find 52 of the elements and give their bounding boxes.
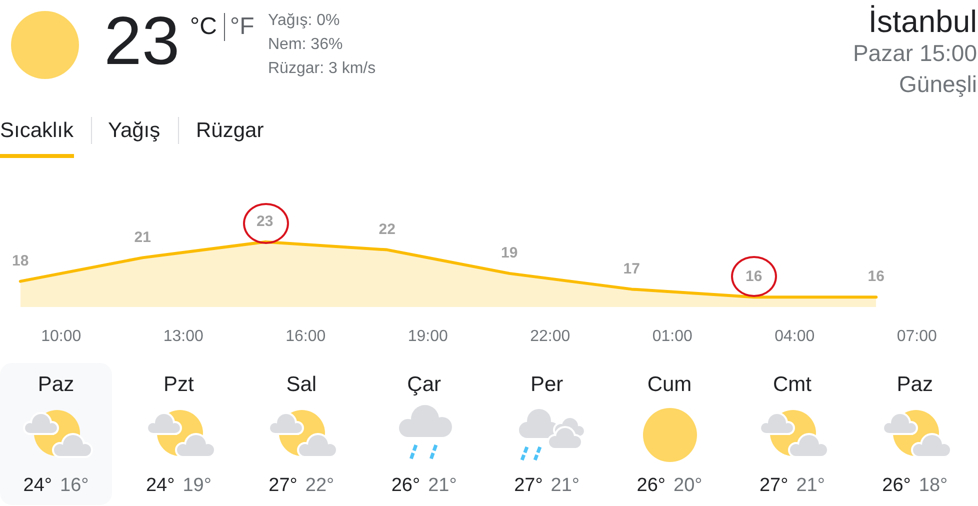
data-label: 22	[378, 220, 396, 238]
text: 27°	[759, 475, 788, 496]
text: Sıcaklık	[0, 119, 74, 142]
data-label: 16	[746, 268, 762, 286]
text: İstanbul	[868, 4, 977, 39]
text: Nem: 36%	[268, 36, 343, 53]
x-tick-label: 22:00	[530, 328, 570, 346]
annotation: Pzt	[164, 373, 194, 396]
text: 24°	[146, 475, 175, 496]
text: 27°	[268, 475, 298, 496]
text: 26°	[391, 475, 420, 496]
x-tick-label: 04:00	[774, 328, 815, 346]
text: Rüzgar: 3 km/s	[268, 60, 376, 77]
text: °F	[230, 13, 254, 40]
text: Güneşli	[899, 71, 977, 97]
annotation: Per	[530, 373, 564, 396]
text: 22°	[305, 475, 334, 496]
text: 26°	[882, 475, 911, 496]
text: 21°	[550, 475, 580, 496]
text: 21°	[796, 475, 825, 496]
x-tick-label: 07:00	[896, 328, 937, 346]
x-tick-label: 19:00	[408, 328, 448, 346]
annotation: Cum	[647, 373, 692, 396]
annotation: Paz	[38, 373, 74, 396]
text: °C	[190, 13, 217, 40]
x-tick-label: 16:00	[286, 328, 326, 346]
x-tick-label: 01:00	[652, 328, 692, 346]
data-label: 19	[501, 244, 518, 262]
data-label: 16	[868, 268, 884, 286]
text: 21°	[428, 475, 457, 496]
text: 20°	[674, 475, 702, 496]
text: 19°	[182, 475, 212, 496]
text: 26°	[636, 475, 666, 496]
text: Yağış	[108, 119, 160, 142]
text: 27°	[514, 475, 543, 496]
text: 23	[104, 3, 180, 79]
data-label: 23	[256, 213, 274, 230]
text: 18°	[918, 475, 948, 496]
data-label: 17	[623, 260, 640, 278]
annotation: Paz	[896, 373, 933, 396]
text: Yağış: 0%	[268, 12, 340, 29]
text: Pazar 15:00	[852, 40, 977, 66]
data-label: 21	[134, 228, 151, 246]
annotation: Çar	[407, 373, 442, 396]
annotation: Cmt	[772, 373, 812, 396]
data-label: 18	[12, 252, 29, 270]
text: Rüzgar	[196, 119, 264, 142]
text: 16°	[60, 475, 89, 496]
x-tick-label: 10:00	[41, 328, 82, 346]
annotation: Sal	[286, 373, 317, 396]
text: 24°	[23, 475, 52, 496]
x-tick-label: 13:00	[163, 328, 204, 346]
